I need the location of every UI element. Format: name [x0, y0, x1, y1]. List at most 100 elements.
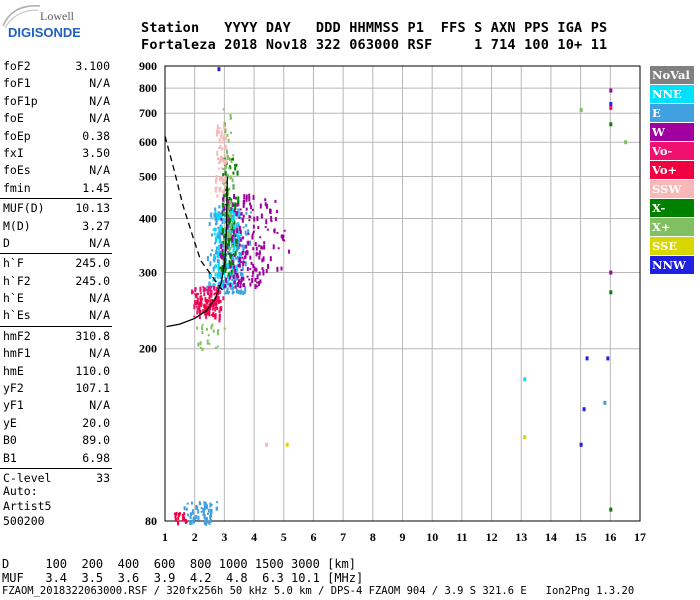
- echo-point: [235, 244, 238, 247]
- legend-item: SSE: [650, 237, 694, 255]
- echo-point: [234, 250, 237, 256]
- echo-point: [217, 233, 220, 236]
- echo-point: [238, 243, 241, 247]
- echo-point: [222, 196, 225, 202]
- param-row: foF2 3.100: [0, 58, 112, 75]
- echo-point: [233, 225, 236, 229]
- echo-point: [218, 273, 221, 278]
- x-tick-label: 11: [456, 530, 467, 544]
- echo-point: [254, 241, 257, 246]
- echo-point: [252, 270, 255, 275]
- true-height-profile: [166, 176, 228, 328]
- echo-point: [209, 502, 212, 508]
- param-name: yE: [3, 415, 17, 430]
- echo-point: [252, 224, 255, 229]
- echo-point: [222, 182, 225, 186]
- echo-point: [191, 509, 194, 512]
- echo-point: [220, 243, 223, 249]
- echo-point: [235, 256, 238, 260]
- echo-point: [236, 266, 239, 272]
- echo-point: [232, 261, 235, 266]
- echo-point: [250, 205, 253, 210]
- echo-point: [214, 273, 217, 277]
- echo-point: [244, 230, 247, 235]
- echo-point: [216, 297, 219, 302]
- param-value: N/A: [89, 163, 110, 178]
- echo-point: [609, 122, 613, 127]
- echo-point: [233, 234, 236, 240]
- param-name: hmF1: [3, 346, 31, 361]
- echo-point: [216, 251, 219, 254]
- echo-point: [579, 442, 583, 447]
- echo-point: [218, 238, 221, 244]
- echo-point: [198, 308, 201, 314]
- x-tick-label: 12: [486, 530, 498, 544]
- echo-point: [221, 264, 224, 269]
- echo-point: [226, 173, 229, 179]
- echo-point: [195, 293, 198, 299]
- echo-point: [198, 316, 201, 320]
- echo-point: [229, 166, 232, 170]
- echo-point: [206, 285, 209, 289]
- echo-point: [231, 234, 234, 237]
- x-tick-label: 2: [192, 530, 198, 544]
- echo-point: [224, 227, 227, 231]
- echo-point: [214, 256, 217, 260]
- param-separator: [0, 325, 112, 327]
- echo-point: [232, 267, 235, 270]
- param-name: C-level: [3, 470, 52, 485]
- echo-point: [238, 217, 241, 220]
- echo-point: [250, 211, 253, 214]
- echo-point: [215, 217, 218, 220]
- echo-point: [219, 306, 222, 311]
- param-row: h`F2 245.0: [0, 273, 112, 290]
- echo-point: [190, 519, 193, 525]
- echo-point: [225, 164, 228, 169]
- echo-point: [214, 264, 217, 269]
- echo-point: [248, 197, 251, 202]
- echo-point: [283, 239, 286, 242]
- echo-point: [282, 234, 285, 238]
- echo-point: [270, 215, 273, 221]
- echo-point: [266, 203, 269, 209]
- echo-point: [232, 154, 235, 157]
- echo-point: [208, 297, 211, 300]
- echo-point: [232, 220, 235, 223]
- echo-point: [212, 312, 215, 318]
- echo-point: [202, 286, 205, 291]
- echo-point: [175, 511, 178, 516]
- echo-point: [222, 243, 225, 248]
- echo-point: [213, 293, 216, 296]
- polarization-legend: NoVal NNE E W Vo- Vo+ SSW X- X+ SSE NNW: [650, 66, 694, 275]
- legend-item: NoVal: [650, 66, 694, 84]
- echo-point: [237, 230, 240, 234]
- param-value: 33: [96, 470, 110, 485]
- echo-point: [210, 325, 213, 330]
- echo-point: [220, 133, 223, 139]
- echo-point: [219, 144, 222, 149]
- param-value: 89.0: [82, 433, 110, 448]
- echo-point: [183, 512, 186, 516]
- echo-point: [609, 88, 613, 93]
- echo-point: [214, 302, 217, 306]
- echo-point: [232, 171, 235, 175]
- echo-point: [242, 214, 245, 218]
- echo-point: [266, 228, 269, 231]
- param-name: hmE: [3, 363, 24, 378]
- echo-point: [226, 287, 229, 292]
- echo-point: [201, 326, 204, 331]
- echo-point: [231, 265, 234, 268]
- echo-point: [215, 286, 218, 292]
- echo-point: [240, 217, 243, 221]
- echo-point: [212, 279, 215, 282]
- echo-point: [243, 290, 246, 295]
- echo-point: [220, 176, 223, 179]
- param-value: N/A: [89, 308, 110, 323]
- echo-point: [208, 274, 211, 280]
- legend-item: Vo+: [650, 161, 694, 179]
- echo-point: [582, 407, 586, 412]
- parameter-panel: foF2 3.100 foF1 N/A foF1p N/A foE N/A foEp 0.38 fx…: [0, 58, 112, 487]
- echo-point: [225, 277, 228, 283]
- echo-point: [241, 217, 244, 223]
